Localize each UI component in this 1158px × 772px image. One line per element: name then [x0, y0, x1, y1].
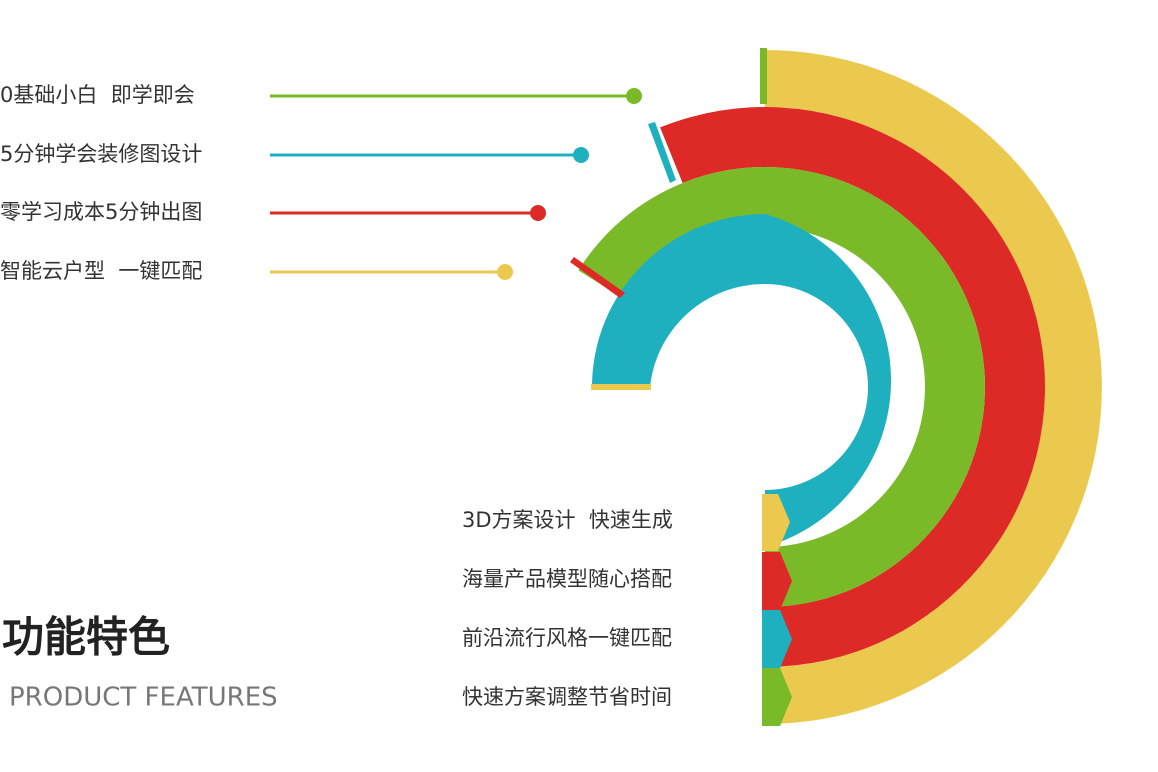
leader-dot	[573, 147, 589, 163]
sliver-yellow	[591, 384, 651, 390]
ring-cyan	[592, 214, 892, 547]
sliver-green	[760, 48, 767, 104]
sliver-red	[570, 257, 625, 298]
feature-text: 前沿流行风格一键匹配	[462, 626, 672, 650]
tab-yellow	[762, 494, 790, 551]
feature-text: 5分钟学会装修图设计	[0, 142, 202, 166]
feature-text: 零学习成本5分钟出图	[0, 200, 202, 224]
leader-dot	[626, 88, 642, 104]
tab-green	[762, 668, 792, 726]
tab-cyan	[762, 610, 792, 668]
ring-yellow	[765, 50, 1102, 724]
rings	[570, 48, 1102, 726]
top-features: 0基础小白 即学即会 5分钟学会装修图设计 零学习成本5分钟出图 智能云户型 一…	[0, 83, 202, 283]
sliver-cyan	[648, 122, 676, 183]
leader-dot	[530, 205, 546, 221]
feature-text: 快速方案调整节省时间	[462, 685, 672, 709]
tab-red	[762, 552, 792, 610]
bottom-features: 3D方案设计 快速生成 海量产品模型随心搭配 前沿流行风格一键匹配 快速方案调整…	[462, 508, 673, 709]
heading-title: 功能特色	[2, 613, 170, 662]
leader-dot	[497, 264, 513, 280]
leaders	[270, 88, 642, 280]
feature-text: 智能云户型 一键匹配	[0, 259, 202, 283]
ring-green	[578, 167, 985, 607]
heading-subtitle: PRODUCT FEATURES	[9, 683, 278, 713]
ring-red	[660, 106, 1046, 667]
feature-text: 3D方案设计 快速生成	[462, 508, 673, 532]
feature-text: 0基础小白 即学即会	[0, 83, 195, 107]
feature-text: 海量产品模型随心搭配	[462, 567, 672, 591]
